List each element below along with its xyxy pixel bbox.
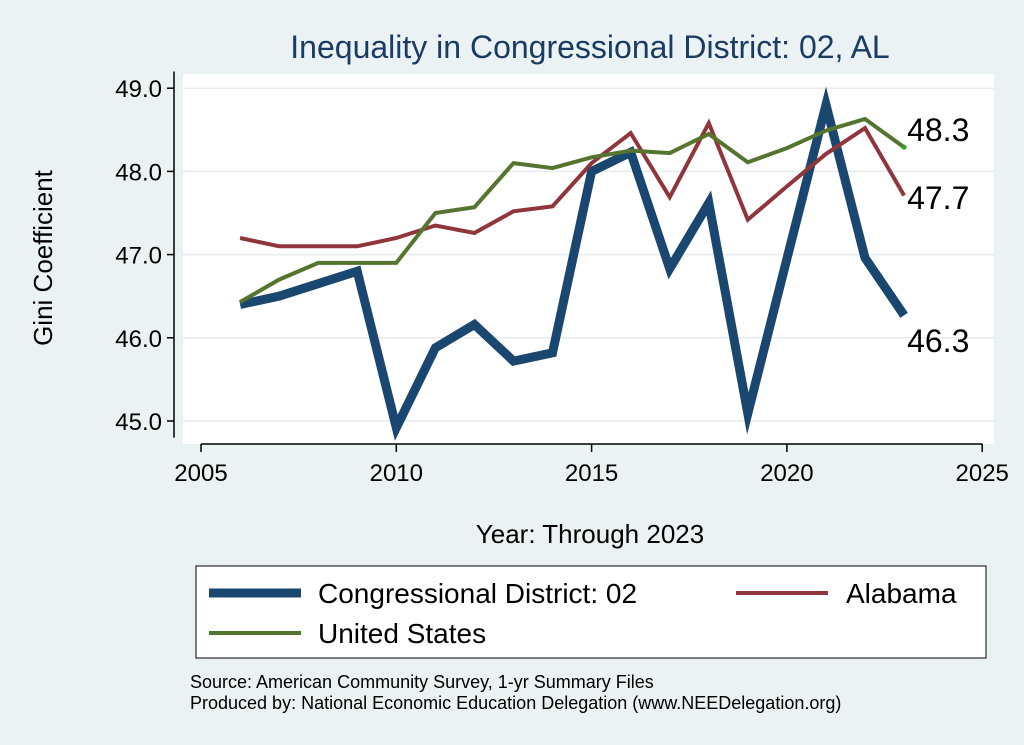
y-axis-label: Gini Coefficient <box>28 169 58 346</box>
legend-label-alabama: Alabama <box>846 578 957 609</box>
x-tick-label-4: 2025 <box>956 460 1009 487</box>
y-tick-label-2: 47.0 <box>115 243 162 270</box>
legend-label-united-states: United States <box>318 618 486 649</box>
end-label-united-states: 48.3 <box>907 112 969 148</box>
source-note: Source: American Community Survey, 1-yr … <box>190 672 654 692</box>
x-tick-label-1: 2010 <box>370 460 423 487</box>
x-axis-label: Year: Through 2023 <box>476 519 704 549</box>
end-point-united-states <box>901 144 907 150</box>
y-tick-label-4: 49.0 <box>115 76 162 103</box>
plot-area <box>183 74 994 444</box>
series-line-district <box>239 86 908 441</box>
y-tick-label-1: 46.0 <box>115 326 162 353</box>
series-line-alabama <box>239 118 906 249</box>
legend: Congressional District: 02 Alabama Unite… <box>195 565 987 659</box>
x-tick-label-0: 2005 <box>174 460 227 487</box>
legend-box <box>195 565 987 659</box>
series-lines <box>239 86 908 441</box>
x-tick-label-2: 2015 <box>565 460 618 487</box>
chart-title: Inequality in Congressional District: 02… <box>290 29 889 65</box>
y-tick-label-3: 48.0 <box>115 159 162 186</box>
legend-label-district: Congressional District: 02 <box>318 578 637 609</box>
end-label-alabama: 47.7 <box>907 180 969 216</box>
axes: 45.0 46.0 47.0 48.0 49.0 2005 2010 2015 2020 2025 <box>115 71 1009 487</box>
end-label-district: 46.3 <box>907 323 969 359</box>
y-tick-label-0: 45.0 <box>115 409 162 436</box>
gridlines <box>183 87 994 422</box>
produced-by-note: Produced by: National Economic Education… <box>190 693 841 713</box>
x-tick-label-3: 2020 <box>760 460 813 487</box>
series-line-united-states <box>239 116 906 304</box>
end-labels: 46.3 47.7 48.3 <box>901 112 969 359</box>
